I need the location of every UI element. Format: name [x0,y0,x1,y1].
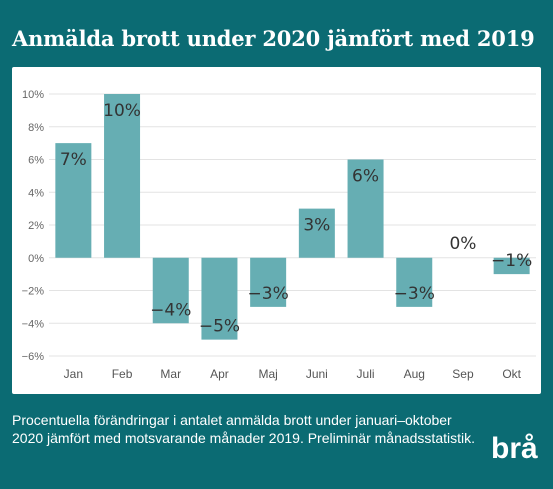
x-tick-label: Feb [112,367,133,381]
x-tick-label: Mar [160,367,181,381]
y-tick-label: 10% [22,89,44,101]
bar-mar [152,257,189,324]
bar-juni [298,208,335,258]
data-label-sep: 0% [449,234,476,254]
y-tick-label: 6% [28,155,44,167]
bra-logo-text: brå [491,432,538,464]
data-label-mar: −4% [150,300,191,320]
x-tick-label: Juli [357,367,375,381]
bra-logo: brå [491,430,543,465]
data-label-okt: −1% [491,251,532,271]
y-tick-label: −6% [22,351,45,363]
y-tick-label: 2% [28,220,44,232]
bars [55,94,530,340]
data-label-aug: −3% [394,284,435,304]
chart-title: Anmälda brott under 2020 jämfört med 201… [12,26,535,51]
bar-okt [493,257,530,275]
x-tick-label: Maj [258,367,277,381]
chart-caption: Procentuella förändringar i antalet anmä… [12,412,475,446]
data-label-apr: −5% [199,317,240,337]
bar-jan [55,143,92,258]
bar-chart: 10% 8% 6% 4% 2% 0% −2% −4% −6% 7% 10% −4% −5% −3% 3% 6… [22,89,536,381]
data-label-jan: 7% [60,150,87,170]
x-tick-label: Jan [64,367,83,381]
bar-aug [396,257,433,307]
x-tick-label: Okt [502,367,521,381]
bar-apr [201,257,238,340]
bra-logo-icon: brå [491,432,538,465]
y-axis-ticks: 10% 8% 6% 4% 2% 0% −2% −4% −6% [22,89,45,363]
y-tick-label: 4% [28,187,44,199]
y-tick-label: 8% [28,122,44,134]
data-labels: 7% 10% −4% −5% −3% 3% 6% −3% 0% −1% [60,101,532,337]
bar-feb [104,94,141,258]
x-tick-label: Aug [404,367,425,381]
bar-juli [347,159,384,258]
x-axis-ticks: Jan Feb Mar Apr Maj Juni Juli Aug Sep Okt [64,367,522,381]
x-tick-label: Juni [306,367,328,381]
bar-maj [250,257,287,307]
x-tick-label: Apr [210,367,229,381]
y-tick-label: 0% [28,253,44,265]
data-label-juni: 3% [303,216,330,236]
data-label-feb: 10% [103,101,141,121]
data-label-maj: −3% [248,284,289,304]
y-tick-label: −4% [22,318,45,330]
y-tick-label: −2% [22,286,45,298]
data-label-juli: 6% [352,167,379,187]
x-tick-label: Sep [452,367,474,381]
chart-panel: 10% 8% 6% 4% 2% 0% −2% −4% −6% 7% 10% −4% −5% −3% 3% 6… [12,67,541,394]
